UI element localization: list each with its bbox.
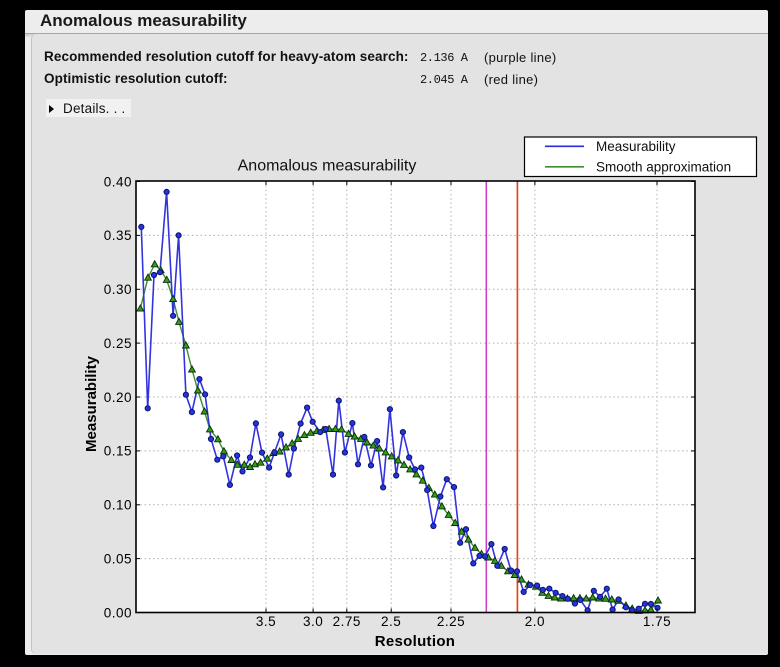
svg-text:0.15: 0.15: [104, 444, 132, 459]
svg-text:2.75: 2.75: [333, 614, 361, 629]
svg-text:1.75: 1.75: [643, 614, 671, 629]
svg-text:0.35: 0.35: [104, 228, 132, 243]
svg-text:0.00: 0.00: [104, 605, 132, 620]
svg-text:0.25: 0.25: [104, 336, 132, 351]
svg-text:0.30: 0.30: [104, 282, 132, 297]
svg-text:0.05: 0.05: [104, 551, 132, 566]
svg-text:Anomalous measurability: Anomalous measurability: [238, 158, 417, 175]
svg-text:0.10: 0.10: [104, 498, 132, 513]
svg-text:3.0: 3.0: [303, 614, 323, 629]
svg-text:0.40: 0.40: [104, 174, 132, 189]
svg-text:Measurability: Measurability: [83, 355, 100, 452]
svg-text:0.20: 0.20: [104, 390, 132, 405]
svg-text:2.25: 2.25: [437, 614, 465, 629]
svg-text:3.5: 3.5: [256, 614, 276, 629]
svg-text:2.0: 2.0: [525, 614, 545, 629]
svg-text:Smooth approximation: Smooth approximation: [596, 159, 731, 174]
svg-text:Resolution: Resolution: [375, 633, 456, 650]
svg-text:2.5: 2.5: [381, 614, 401, 629]
svg-text:Measurability: Measurability: [596, 139, 676, 154]
